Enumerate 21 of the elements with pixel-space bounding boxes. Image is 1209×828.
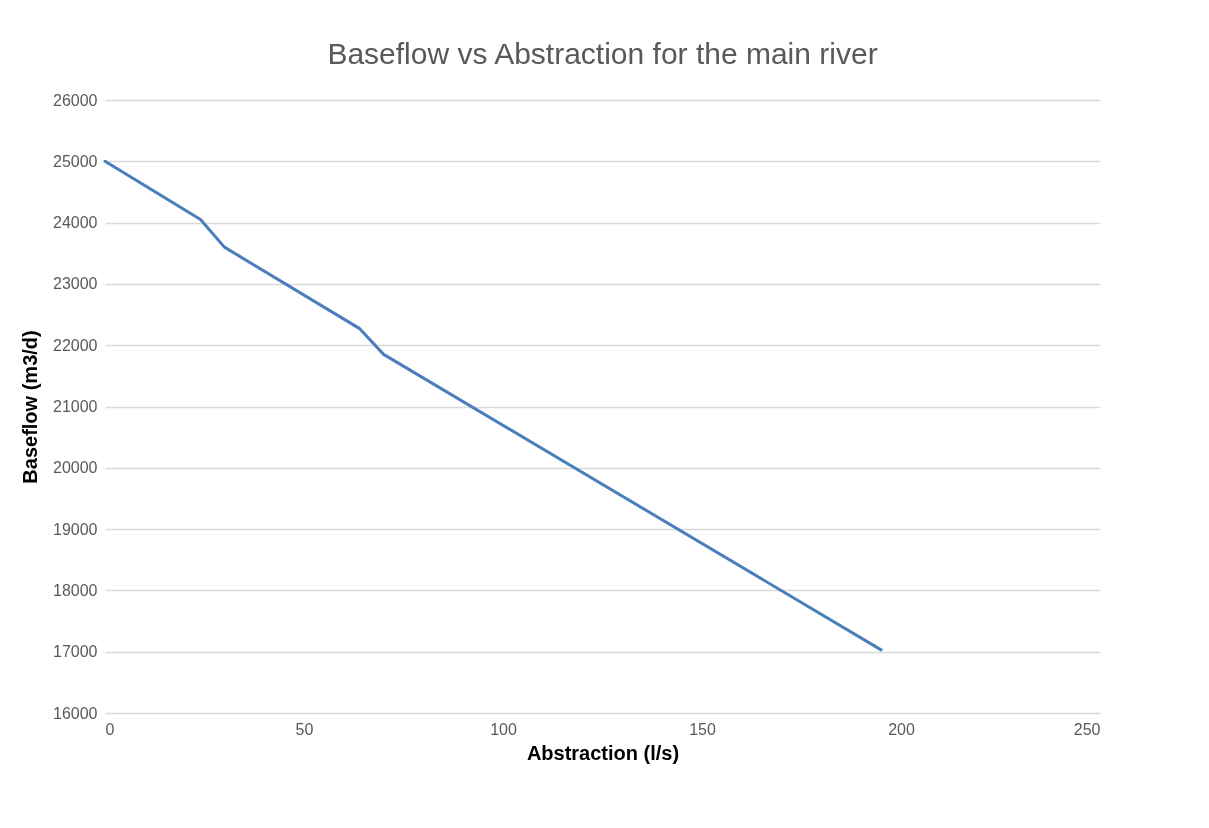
x-tick-label: 100 (490, 720, 517, 738)
chart-title: Baseflow vs Abstraction for the main river (327, 37, 878, 70)
y-tick-label: 20000 (53, 459, 98, 477)
y-tick-label: 19000 (53, 520, 98, 538)
line-series (103, 159, 883, 652)
x-tick-label: 200 (888, 720, 915, 738)
y-tick-label: 16000 (53, 704, 98, 722)
y-tick-label: 22000 (53, 336, 98, 354)
x-tick-label: 150 (689, 720, 716, 738)
y-tick-label: 26000 (53, 91, 98, 109)
y-tick-label: 17000 (53, 643, 98, 661)
x-axis-title: Abstraction (l/s) (526, 741, 680, 764)
y-tick-label: 21000 (53, 398, 98, 415)
y-tick-label: 23000 (53, 275, 98, 293)
x-tick-label: 250 (1073, 720, 1101, 738)
y-tick-label: 24000 (53, 214, 98, 232)
y-axis-title: Baseflow (m3/d) (19, 330, 42, 484)
x-tick-label: 50 (295, 720, 314, 738)
y-tick-label: 18000 (53, 581, 98, 599)
x-tick-label: 0 (105, 720, 115, 738)
y-tick-label: 25000 (53, 152, 98, 170)
